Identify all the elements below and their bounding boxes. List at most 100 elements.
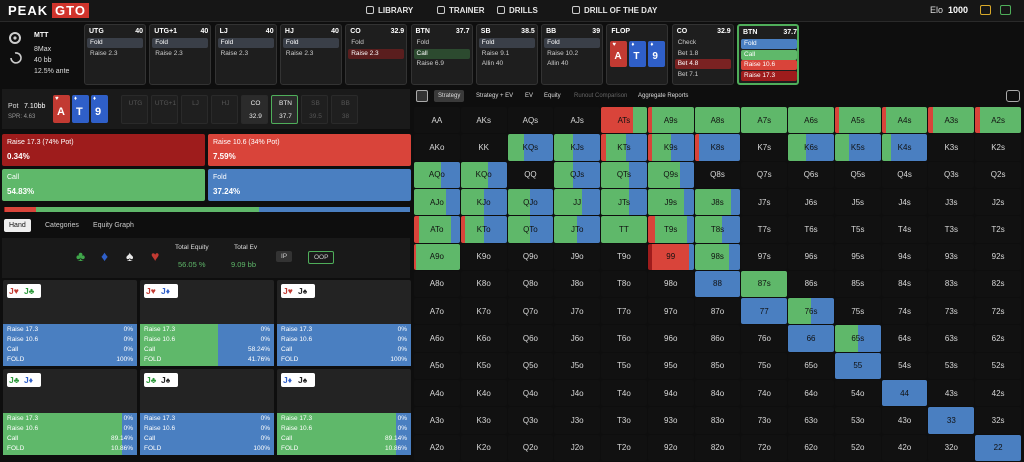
hand-cell[interactable]: J4o: [554, 380, 601, 407]
hand-cell[interactable]: QJs: [554, 161, 601, 188]
action-card[interactable]: BB 39 Fold Raise 10.2 Allin 40: [541, 24, 604, 85]
hand-cell[interactable]: Q6s: [788, 161, 834, 188]
hand-cell[interactable]: K2o: [460, 434, 507, 461]
hand-cell[interactable]: J8o: [554, 270, 601, 298]
hand-cell[interactable]: 52o: [834, 434, 881, 461]
hand-cell[interactable]: QTs: [601, 161, 647, 188]
hand-cell[interactable]: T6o: [601, 325, 647, 352]
hand-cell[interactable]: K2s: [975, 134, 1021, 161]
hand-cell[interactable]: A9o: [414, 243, 460, 270]
hand-cell[interactable]: Q4o: [507, 380, 554, 407]
action-card[interactable]: CO 32.9 Fold Raise 2.3: [345, 24, 408, 85]
hand-cell[interactable]: T3o: [601, 407, 647, 434]
hand-cell[interactable]: Q9o: [507, 243, 554, 270]
suit-filter[interactable]: ♠: [126, 248, 134, 264]
hand-cell[interactable]: A6s: [788, 107, 834, 134]
hand-cell[interactable]: AKo: [414, 134, 460, 161]
hand-cell[interactable]: 96s: [788, 243, 834, 270]
hand-cell[interactable]: T9o: [601, 243, 647, 270]
hand-cell[interactable]: 74s: [881, 298, 928, 325]
action-card[interactable]: HJ 40 Fold Raise 2.3: [279, 24, 342, 85]
hand-cell[interactable]: Q7s: [741, 161, 788, 188]
action-box[interactable]: Raise 17.3 (74% Pot) 0.34%: [2, 134, 205, 166]
hand-cell[interactable]: Q2s: [975, 161, 1021, 188]
hand-cell[interactable]: 84o: [694, 380, 741, 407]
hand-cell[interactable]: AJo: [414, 188, 460, 216]
hand-cell[interactable]: Q8o: [507, 270, 554, 298]
hand-cell[interactable]: JTs: [601, 188, 647, 216]
hand-cell[interactable]: T8o: [601, 270, 647, 298]
hand-cell[interactable]: J5s: [834, 188, 881, 216]
hand-cell[interactable]: 42o: [881, 434, 928, 461]
hand-cell[interactable]: K8o: [460, 270, 507, 298]
hand-cell[interactable]: 95o: [647, 352, 694, 380]
hand-cell[interactable]: A7o: [414, 298, 460, 325]
action-card[interactable]: BTN 37.7 Fold Call Raise 6.9: [410, 24, 473, 85]
hand-cell[interactable]: Q2o: [507, 434, 554, 461]
hand-cell[interactable]: 87o: [694, 298, 741, 325]
hand-cell[interactable]: Q7o: [507, 298, 554, 325]
hand-cell[interactable]: 76o: [741, 325, 788, 352]
hand-cell[interactable]: T4s: [881, 216, 928, 243]
action-card[interactable]: SB 38.5 Fold Raise 9.1 Allin 40: [475, 24, 538, 85]
hand-cell[interactable]: T5o: [601, 352, 647, 380]
hand-cell[interactable]: K5s: [834, 134, 881, 161]
hand-cell[interactable]: 72o: [741, 434, 788, 461]
hand-cell[interactable]: A6o: [414, 325, 460, 352]
action-box[interactable]: Fold 37.24%: [208, 169, 411, 201]
action-card[interactable]: UTG+1 40 Fold Raise 2.3: [149, 24, 212, 85]
hand-cell[interactable]: KTo: [460, 216, 507, 243]
hand-cell[interactable]: Q5s: [834, 161, 881, 188]
hand-cell[interactable]: A7s: [741, 107, 788, 134]
hand-cell[interactable]: JJ: [554, 188, 601, 216]
action-box[interactable]: Raise 10.6 (34% Pot) 7.59%: [208, 134, 411, 166]
tab[interactable]: Hand: [4, 219, 31, 232]
hand-cell[interactable]: 82s: [975, 270, 1021, 298]
hand-cell[interactable]: 42s: [975, 380, 1021, 407]
hand-cell[interactable]: K7s: [741, 134, 788, 161]
hand-cell[interactable]: T7s: [741, 216, 788, 243]
hand-cell[interactable]: J3s: [928, 188, 975, 216]
grid-toggle-icon[interactable]: [416, 90, 428, 102]
hand-cell[interactable]: Q6o: [507, 325, 554, 352]
hand-cell[interactable]: QQ: [507, 161, 554, 188]
hand-cell[interactable]: 97o: [647, 298, 694, 325]
hand-cell[interactable]: KTs: [601, 134, 647, 161]
hand-cell[interactable]: AA: [414, 107, 460, 134]
hand-cell[interactable]: 94s: [881, 243, 928, 270]
hand-cell[interactable]: 98s: [694, 243, 741, 270]
hand-cell[interactable]: A2o: [414, 434, 460, 461]
hand-cell[interactable]: 98o: [647, 270, 694, 298]
action-box[interactable]: Call 54.83%: [2, 169, 205, 201]
grid-tab[interactable]: Strategy + EV: [476, 93, 514, 99]
hand-cell[interactable]: KK: [460, 134, 507, 161]
hand-cell[interactable]: 63s: [928, 325, 975, 352]
hand-cell[interactable]: T8s: [694, 216, 741, 243]
hand-cell[interactable]: T5s: [834, 216, 881, 243]
grid-tab[interactable]: Aggregate Reports: [638, 93, 689, 99]
hand-cell[interactable]: 94o: [647, 380, 694, 407]
hand-cell[interactable]: A4s: [881, 107, 928, 134]
hand-cell[interactable]: 75s: [834, 298, 881, 325]
nav-item[interactable]: TRAINER: [449, 6, 485, 15]
hand-cell[interactable]: 73o: [741, 407, 788, 434]
grid-tab[interactable]: EV: [525, 93, 534, 99]
hand-cell[interactable]: Q3o: [507, 407, 554, 434]
hand-cell[interactable]: QTo: [507, 216, 554, 243]
hand-cell[interactable]: A8o: [414, 270, 460, 298]
hand-cell[interactable]: ATs: [601, 107, 647, 134]
hand-cell[interactable]: J9o: [554, 243, 601, 270]
hand-cell[interactable]: J9s: [647, 188, 694, 216]
hand-cell[interactable]: Q8s: [694, 161, 741, 188]
hand-cell[interactable]: 86s: [788, 270, 834, 298]
hand-cell[interactable]: K7o: [460, 298, 507, 325]
hand-cell[interactable]: A9s: [647, 107, 694, 134]
hand-cell[interactable]: T3s: [928, 216, 975, 243]
hand-cell[interactable]: T6s: [788, 216, 834, 243]
hand-cell[interactable]: A3o: [414, 407, 460, 434]
hand-cell[interactable]: K6s: [788, 134, 834, 161]
nav-item[interactable]: DRILL OF THE DAY: [584, 6, 658, 15]
hand-cell[interactable]: Q4s: [881, 161, 928, 188]
hand-cell[interactable]: J6s: [788, 188, 834, 216]
hand-cell[interactable]: T2o: [601, 434, 647, 461]
